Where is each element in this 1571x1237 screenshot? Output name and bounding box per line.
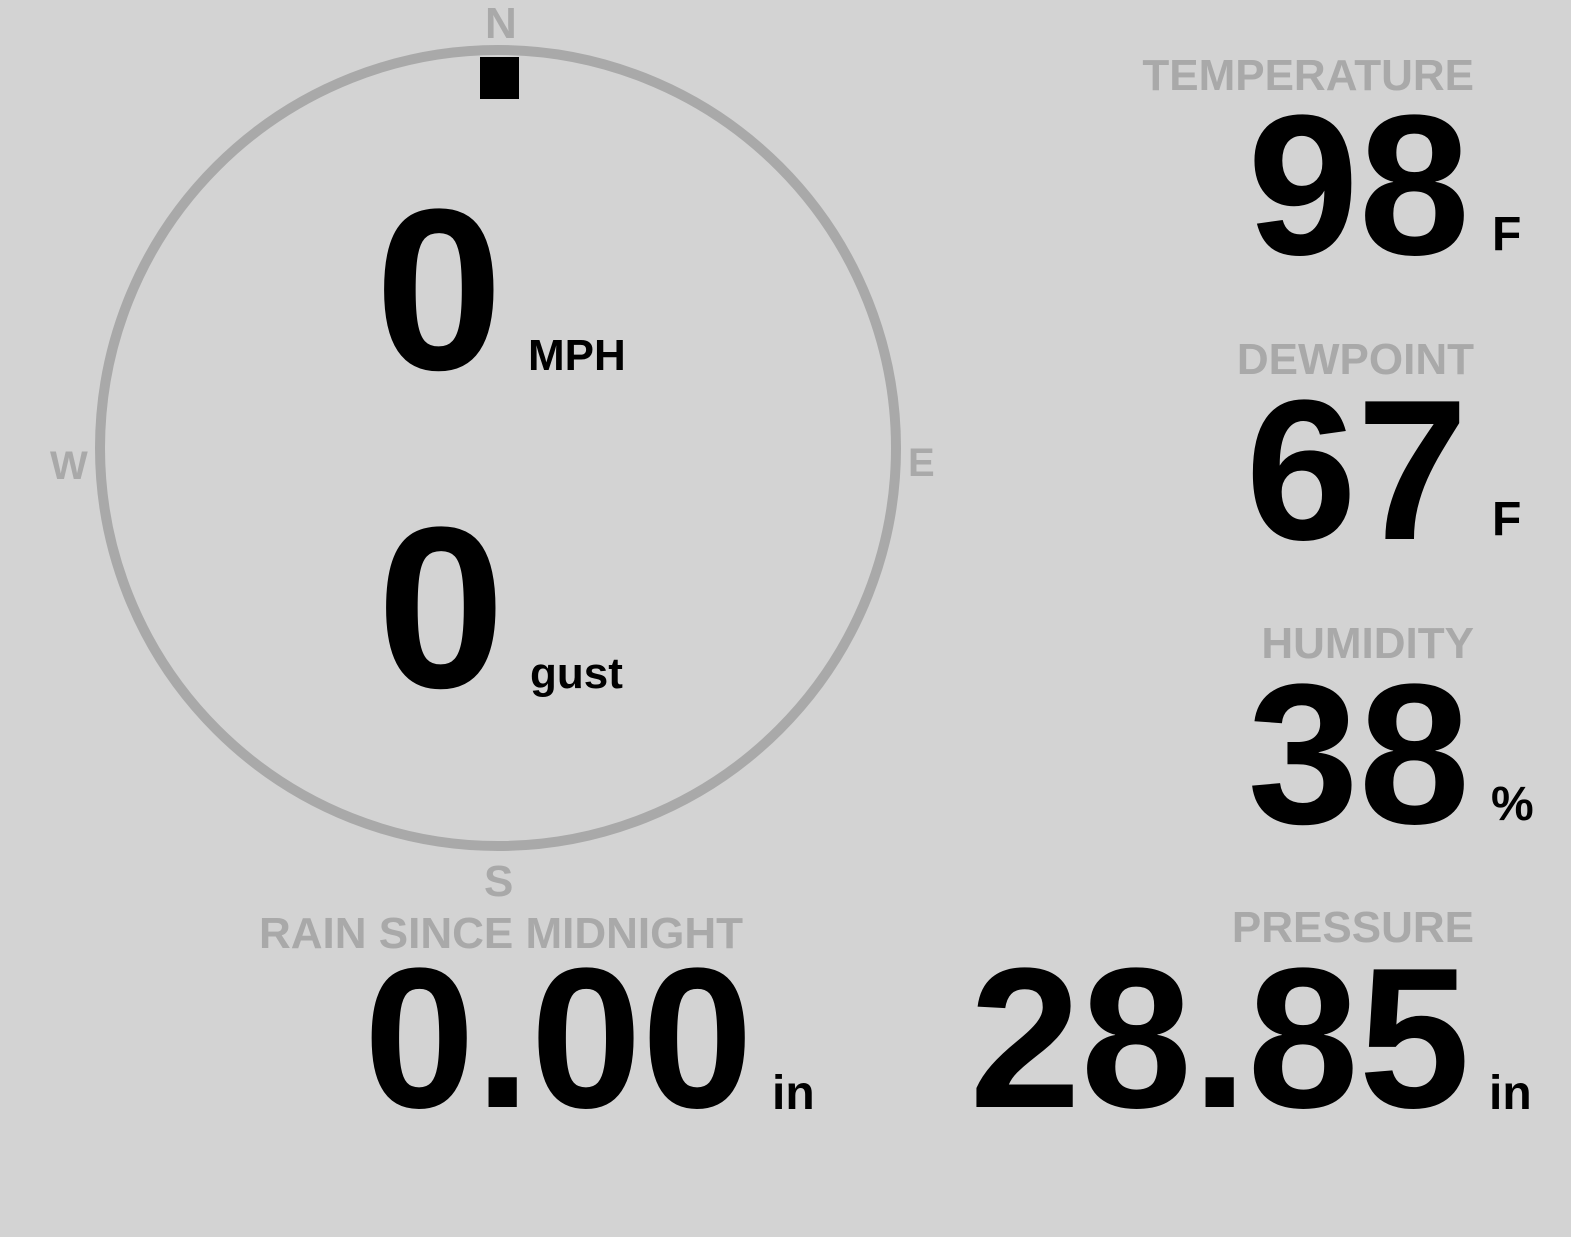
humidity-value: 38: [1247, 643, 1470, 866]
pressure-label: PRESSURE: [1231, 903, 1474, 952]
compass-south: S: [484, 857, 514, 906]
wind-speed-unit: MPH: [528, 331, 626, 380]
wind-speed-value: 0: [375, 161, 503, 418]
compass-west: W: [50, 444, 88, 488]
pressure-unit: in: [1489, 1067, 1532, 1120]
humidity-label: HUMIDITY: [1261, 619, 1474, 668]
rain-label: RAIN SINCE MIDNIGHT: [259, 909, 743, 958]
rain-unit: in: [772, 1067, 815, 1120]
wind-gust-label: gust: [530, 649, 623, 698]
compass-ring: [95, 45, 901, 851]
dewpoint-unit: F: [1492, 493, 1522, 546]
temperature-value: 98: [1247, 74, 1470, 297]
wind-direction-marker: [480, 57, 519, 99]
wind-gust-value: 0: [377, 479, 505, 736]
dewpoint-label: DEWPOINT: [1236, 335, 1474, 384]
temperature-label: TEMPERATURE: [1142, 51, 1474, 100]
dewpoint-value: 67: [1245, 359, 1468, 582]
compass-north: N: [485, 0, 517, 48]
compass-east: E: [908, 441, 935, 485]
humidity-unit: %: [1491, 778, 1534, 831]
rain-value: 0.00: [363, 927, 753, 1150]
pressure-value: 28.85: [969, 927, 1471, 1150]
temperature-unit: F: [1492, 208, 1522, 261]
